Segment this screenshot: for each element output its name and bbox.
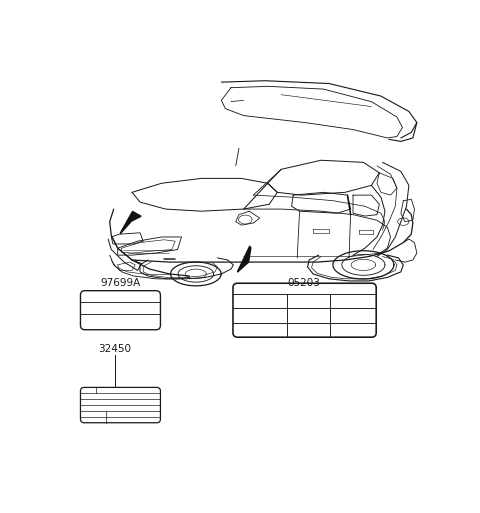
FancyBboxPatch shape	[81, 387, 160, 423]
FancyBboxPatch shape	[81, 291, 160, 330]
Text: 97699A: 97699A	[100, 278, 141, 288]
FancyBboxPatch shape	[233, 283, 376, 337]
Polygon shape	[238, 246, 251, 272]
Text: 32450: 32450	[98, 344, 132, 353]
Text: 05203: 05203	[287, 278, 320, 288]
Polygon shape	[120, 211, 141, 234]
